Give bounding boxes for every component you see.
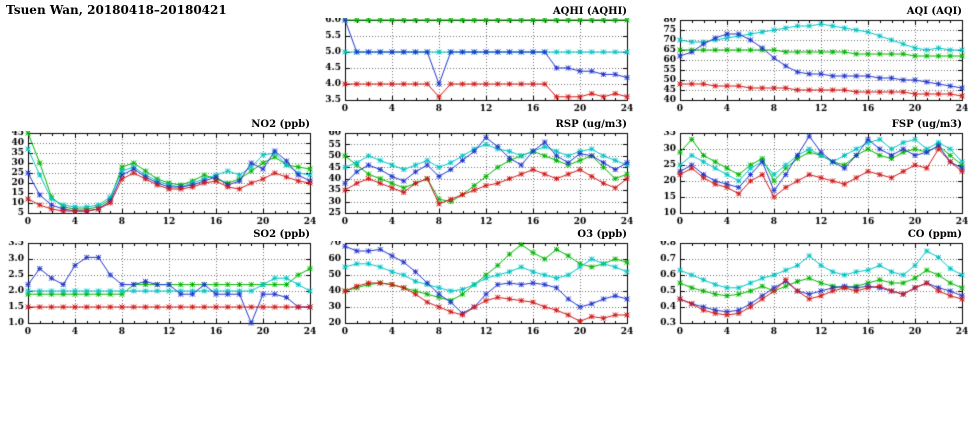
chart-fsp-title: FSP (ug/m3) — [891, 119, 962, 130]
chart-co: CO (ppm) — [652, 229, 968, 341]
chart-so2: SO2 (ppb) — [0, 229, 316, 341]
page-title: Tsuen Wan, 20180418–20180421 — [6, 3, 227, 17]
chart-o3: O3 (ppb) — [317, 229, 633, 341]
chart-aqi-title: AQI (AQI) — [906, 6, 962, 17]
chart-so2-title: SO2 (ppb) — [253, 229, 310, 240]
chart-fsp: FSP (ug/m3) — [652, 119, 968, 231]
chart-fsp-canvas — [652, 131, 968, 229]
chart-rsp-title: RSP (ug/m3) — [555, 119, 627, 130]
chart-co-canvas — [652, 241, 968, 339]
chart-aqi-canvas — [652, 18, 968, 116]
chart-aqi: AQI (AQI) — [652, 6, 968, 118]
chart-no2: NO2 (ppb) — [0, 119, 316, 231]
chart-so2-canvas — [0, 241, 316, 339]
chart-aqhi-title: AQHI (AQHI) — [552, 6, 627, 17]
chart-no2-canvas — [0, 131, 316, 229]
chart-aqhi: AQHI (AQHI) — [317, 6, 633, 118]
chart-aqhi-canvas — [317, 18, 633, 116]
chart-rsp: RSP (ug/m3) — [317, 119, 633, 231]
chart-o3-canvas — [317, 241, 633, 339]
chart-o3-title: O3 (ppb) — [577, 229, 627, 240]
chart-rsp-canvas — [317, 131, 633, 229]
chart-no2-title: NO2 (ppb) — [251, 119, 310, 130]
chart-co-title: CO (ppm) — [907, 229, 962, 240]
